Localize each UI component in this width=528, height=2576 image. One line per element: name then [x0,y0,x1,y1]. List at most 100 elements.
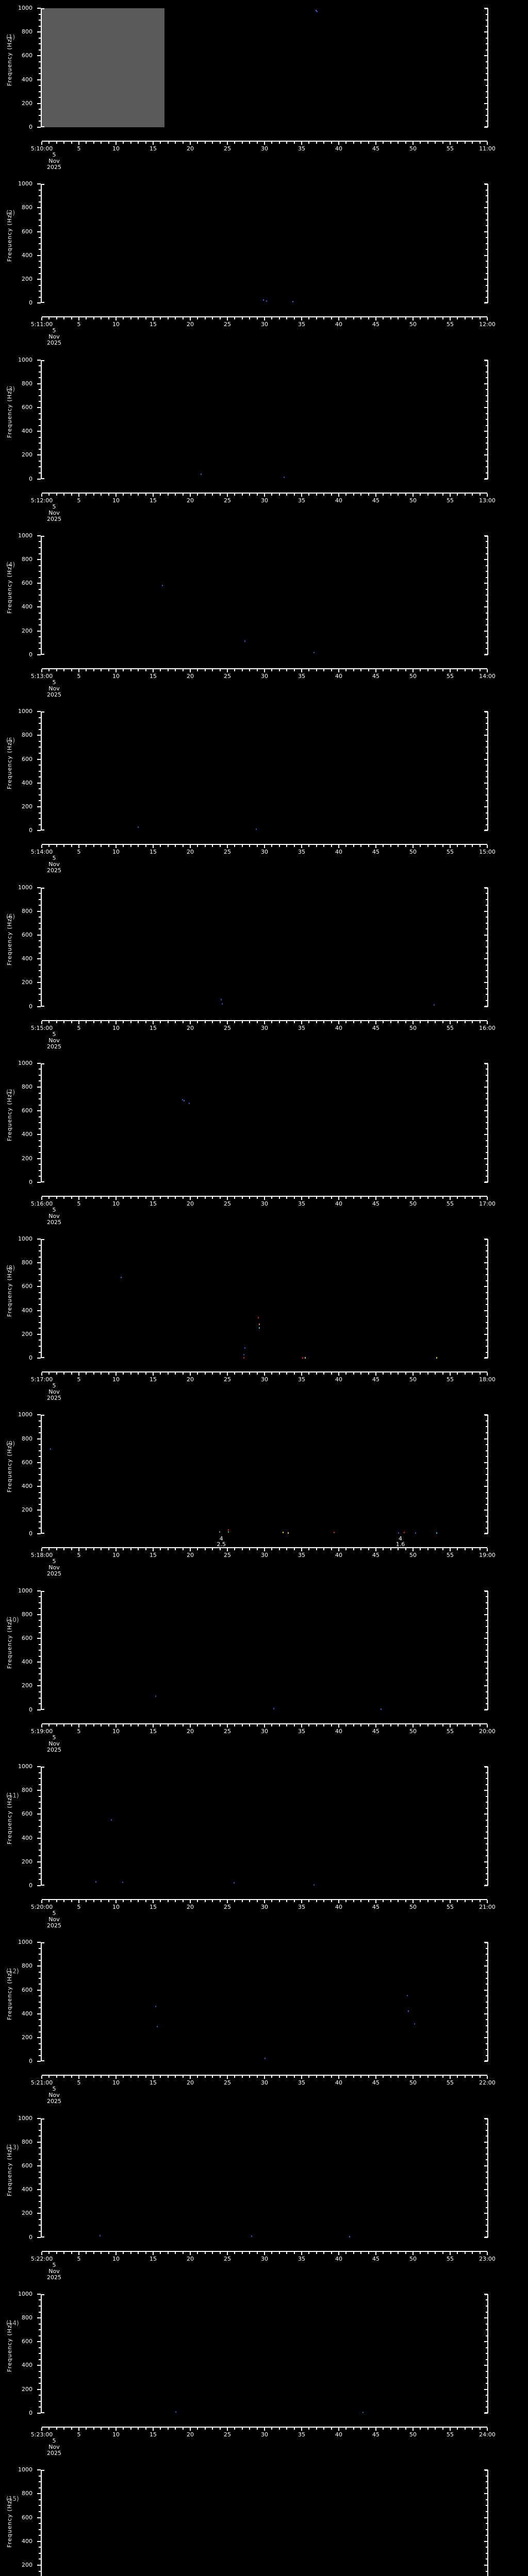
time-axis-tick [435,2427,436,2430]
time-axis-tick [204,1548,206,1551]
time-axis-tick [130,493,131,496]
y-axis-tick-right [484,406,488,408]
y-axis-tick [37,2341,41,2343]
y-axis-tick [39,940,41,942]
time-axis-tick [472,1548,473,1551]
y-axis-tick [37,127,41,128]
time-axis-tick-label: 25 [224,672,231,680]
time-axis-tick [345,2251,347,2254]
spectral-mark [182,1099,184,1101]
y-axis-right-spine [485,2470,488,2576]
y-axis-tick [39,765,41,766]
time-axis-tick-label: 10 [112,497,120,504]
axis-date-line: Nov [48,1037,60,1044]
time-axis-tick [234,2427,236,2430]
y-axis-tick [39,2529,41,2530]
time-axis-tick [123,1900,124,1902]
spectral-mark [258,1324,260,1326]
y-axis-tick-label: 600 [22,1986,32,1993]
y-axis-tick-right [486,2547,488,2548]
y-axis-tick [37,2412,41,2414]
time-axis-tick [56,1900,57,1902]
time-axis-line [42,1547,487,1549]
time-axis-tick [153,142,154,145]
y-axis-tick-right [486,2177,488,2179]
y-axis-tick-right [486,1655,488,1657]
time-axis-tick-label: 10 [112,145,120,152]
time-axis-tick [219,2427,221,2430]
y-axis-tick-right [484,279,488,280]
y-axis-tick-right [486,13,488,15]
time-axis-tick [487,1021,488,1024]
y-axis-tick [39,723,41,724]
time-axis-tick [398,1900,399,1902]
spine-cap-top [485,8,488,9]
time-axis-tick [331,1548,332,1551]
y-axis-tick [37,2493,41,2495]
y-axis-tick-right [486,49,488,50]
time-axis-tick [360,1548,362,1551]
time-axis-tick-label: 35 [298,2431,305,2438]
y-axis-tick [37,1709,41,1710]
spine-cap-top [485,2118,488,2120]
y-axis-tick-right [486,624,488,626]
time-axis-tick [278,142,280,144]
time-axis-tick [160,493,161,496]
y-axis-tick-label: 800 [22,556,32,563]
time-axis-tick-label: 10 [112,2431,120,2438]
y-axis-tick [37,1134,41,1136]
time-axis-tick [353,1021,354,1023]
spectral-mark [222,1003,223,1005]
time-axis-tick [345,1548,347,1551]
time-axis-tick-label: 5 [77,849,81,856]
time-axis-tick [412,2427,414,2431]
time-axis-tick-label: 20 [187,849,194,856]
time-axis-tick [316,1900,317,1902]
y-axis-tick-label: 600 [22,931,32,938]
time-axis-tick [286,2076,288,2078]
y-axis-tick-right [486,1947,488,1949]
time-axis-tick [278,493,280,496]
y-axis-tick-right [486,577,488,578]
y-axis-tick [37,2037,41,2039]
time-axis-tick [331,845,332,848]
y-axis-tick [39,824,41,825]
y-axis-tick [37,982,41,984]
y-axis-tick [39,419,41,420]
time-axis-tick-label: 10 [112,321,120,328]
y-axis-tick [39,2487,41,2488]
y-axis-tick-right [486,1825,488,1827]
time-axis-tick [249,669,251,671]
y-axis-tick [37,934,41,936]
time-axis-tick [405,1021,406,1023]
time-axis-tick [175,493,176,496]
time-axis-tick [116,493,117,497]
y-axis-tick-right [486,291,488,292]
panel-number-label: (10) [6,1616,19,1623]
time-axis-tick-label: 55 [447,1200,454,1207]
time-axis-tick [487,1724,488,1727]
y-axis-tick-label: 200 [22,2210,32,2217]
y-axis-tick [39,636,41,638]
time-axis-tick [138,669,139,671]
y-axis-tick-right [486,800,488,802]
time-axis-tick [138,1724,139,1726]
y-axis-tick-right [486,922,488,924]
y-axis-tick-right [484,654,488,655]
time-axis-tick [101,1900,102,1902]
y-axis-tick-right [486,2147,488,2149]
time-axis-tick [271,2251,273,2254]
y-axis-tick [37,79,41,80]
time-axis-tick [323,669,325,671]
y-axis-tick [39,1274,41,1276]
y-axis-tick [39,1473,41,1475]
y-axis-tick [39,365,41,367]
y-axis-tick-right [486,1098,488,1100]
time-axis-tick [241,1021,243,1023]
time-axis-tick [368,1372,369,1375]
time-axis-tick [278,1196,280,1199]
y-axis-tick [39,201,41,202]
y-axis-tick-label: 600 [22,580,32,587]
time-axis-tick [86,1724,87,1726]
